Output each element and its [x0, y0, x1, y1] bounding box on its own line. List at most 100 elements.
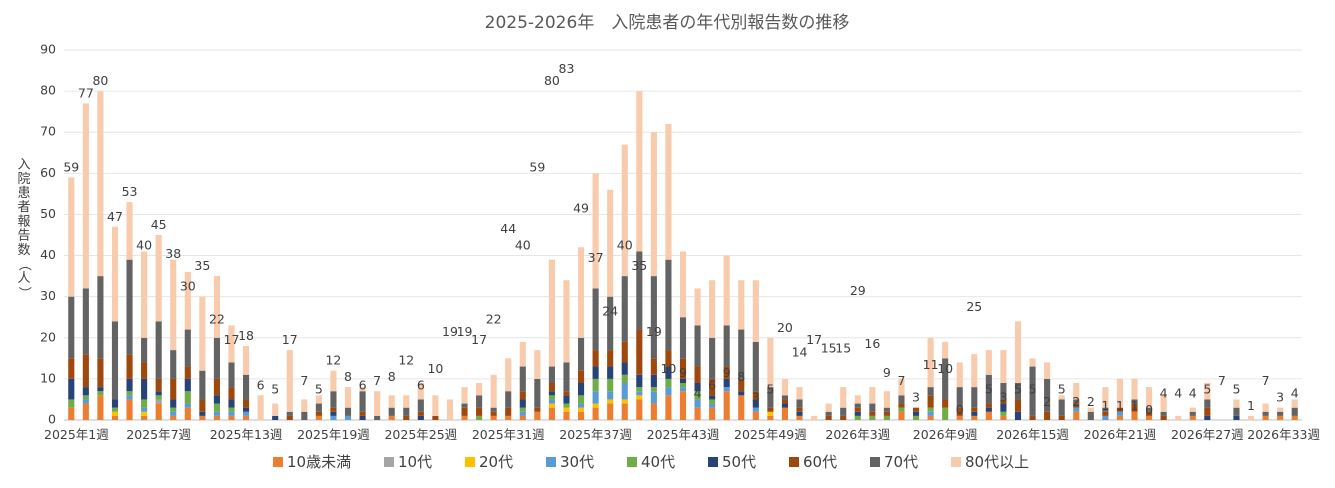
bar-segment: [344, 387, 352, 408]
bar-segment: [519, 415, 526, 420]
bar-segment: [840, 387, 847, 408]
bar-segment: [461, 415, 468, 420]
bar-segment: [971, 387, 978, 408]
data-label: 44: [500, 221, 516, 236]
bar-segment: [869, 411, 876, 416]
x-tick-label: 2025年7週: [126, 427, 191, 442]
bar-segment: [621, 276, 628, 342]
bar-segment: [781, 395, 789, 400]
bar-segment: [1014, 321, 1022, 383]
bar-segment: [505, 415, 512, 420]
data-label: 6: [708, 377, 716, 392]
bar-segment: [1073, 411, 1080, 420]
bar-segment: [141, 399, 148, 408]
bar-segment: [476, 395, 483, 408]
data-label: 6: [257, 377, 265, 392]
bar-segment: [665, 124, 672, 260]
y-axis-label-char: 院: [17, 172, 30, 187]
bar-segment: [636, 395, 643, 400]
data-label: 83: [559, 61, 575, 76]
bar-segment: [213, 395, 220, 404]
bar-segment: [184, 407, 191, 420]
bar-segment: [607, 378, 614, 392]
data-label: 14: [792, 344, 808, 359]
bar-segment: [1116, 407, 1123, 412]
data-label: 0: [956, 402, 964, 417]
bar-segment: [476, 407, 483, 416]
bar-segment: [170, 259, 177, 351]
bar-segment: [111, 321, 119, 400]
bar-segment: [723, 366, 730, 379]
data-label: 4: [694, 386, 702, 401]
data-label: 4: [1291, 386, 1299, 401]
bar-segment: [432, 415, 439, 420]
bar-segment: [1044, 362, 1051, 379]
bar-segment: [636, 91, 643, 252]
bar-segment: [752, 280, 759, 342]
bar-segment: [184, 272, 191, 330]
bar-segment: [505, 391, 512, 408]
bar-segment: [694, 325, 701, 367]
bar-segment: [825, 411, 832, 416]
bar-segment: [738, 378, 745, 392]
data-label: 5: [766, 381, 774, 396]
data-label: 3: [912, 390, 920, 405]
bar-segment: [592, 350, 599, 367]
bar-segment: [621, 403, 628, 420]
data-label: 11: [923, 357, 939, 372]
legend-swatch: [870, 457, 880, 467]
bar-segment: [446, 399, 454, 420]
data-label: 0: [1145, 402, 1153, 417]
bar-segment: [1131, 411, 1138, 420]
y-axis-label-char: 数: [17, 243, 30, 258]
bar-segment: [869, 415, 876, 420]
data-label: 9: [883, 365, 891, 380]
y-tick-label: 30: [40, 288, 56, 303]
data-label: 15: [835, 340, 851, 355]
bar-segment: [592, 173, 599, 289]
bar-segment: [330, 391, 337, 408]
bar-segment: [82, 403, 89, 420]
data-label: 80: [544, 73, 560, 88]
bar-segment: [68, 378, 75, 400]
data-label: 17: [282, 332, 298, 347]
data-label: 4: [1189, 386, 1197, 401]
x-axis-ticks: 2025年1週 2025年7週 2025年13週 2025年19週 2025年25週 20…: [44, 427, 1320, 442]
bar-segment: [228, 407, 235, 412]
bar-segment: [243, 415, 250, 420]
bar-segment: [170, 378, 177, 400]
data-label: 38: [165, 246, 181, 261]
data-label: 7: [300, 373, 308, 388]
bar-segment: [1291, 399, 1298, 408]
data-label: 3: [752, 390, 760, 405]
bar-segment: [621, 399, 628, 404]
bar-segment: [1160, 411, 1167, 416]
bar-segment: [548, 366, 555, 383]
bar-segment: [286, 350, 293, 412]
bar-segment: [155, 395, 162, 400]
data-label: 6: [417, 377, 425, 392]
bar-segment: [315, 395, 322, 404]
data-label: 17: [224, 332, 240, 347]
bar-segment: [1116, 415, 1123, 420]
x-tick-label: 2026年3週: [825, 427, 890, 442]
bar-segment: [68, 358, 75, 379]
y-axis-label-char: 患: [17, 186, 30, 201]
data-label: 1: [1101, 398, 1109, 413]
bar-segment: [534, 411, 541, 420]
data-label: 77: [78, 85, 94, 100]
bar-segment: [1029, 358, 1036, 367]
bar-segment: [155, 378, 162, 392]
bar-segment: [985, 403, 992, 408]
bar-segment: [359, 391, 366, 412]
bar-segment: [752, 391, 759, 400]
data-label: 2: [1043, 394, 1051, 409]
legend-label: 60代: [803, 453, 837, 471]
bar-segment: [417, 383, 424, 400]
bar-segment: [854, 415, 861, 420]
bar-segment: [126, 378, 133, 392]
bar-segment: [111, 411, 119, 416]
bar-segment: [1233, 407, 1240, 416]
bar-segment: [111, 407, 119, 412]
bar-segment: [577, 383, 585, 396]
